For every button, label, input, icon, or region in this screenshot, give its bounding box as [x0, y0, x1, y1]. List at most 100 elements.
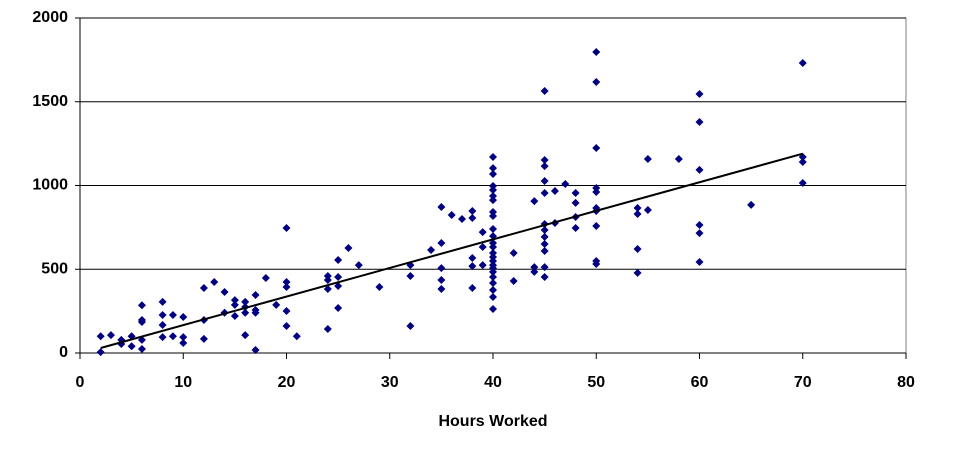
- data-point: [437, 264, 446, 273]
- data-point: [344, 243, 353, 252]
- data-point: [530, 263, 539, 272]
- data-point: [540, 272, 549, 281]
- data-point: [695, 90, 704, 99]
- data-point: [468, 284, 477, 293]
- data-point: [323, 275, 332, 284]
- data-point: [489, 192, 497, 201]
- x-tick-label: 80: [897, 374, 915, 391]
- data-point: [530, 267, 539, 276]
- data-point: [489, 267, 497, 276]
- data-point: [633, 244, 642, 253]
- data-point: [241, 297, 250, 306]
- data-point: [127, 342, 136, 351]
- data-point: [695, 221, 704, 230]
- data-point: [230, 296, 239, 305]
- data-point: [468, 213, 477, 222]
- data-point: [282, 283, 291, 292]
- data-point: [592, 143, 601, 152]
- data-point: [137, 301, 146, 310]
- data-point: [509, 276, 518, 285]
- data-point: [334, 256, 343, 265]
- data-point: [292, 332, 301, 341]
- data-point: [592, 188, 601, 197]
- x-tick-label: 20: [278, 374, 296, 391]
- data-point: [489, 207, 497, 216]
- data-point: [323, 271, 332, 280]
- data-point: [251, 308, 260, 317]
- x-tick-label: 60: [691, 374, 709, 391]
- data-point: [489, 153, 497, 162]
- data-point: [468, 254, 477, 263]
- data-point: [633, 268, 642, 277]
- x-tick-label: 10: [174, 374, 192, 391]
- data-point: [137, 344, 146, 353]
- data-point: [540, 176, 549, 185]
- data-point: [798, 59, 807, 68]
- data-point: [489, 257, 497, 266]
- data-point: [489, 286, 497, 295]
- data-point: [282, 277, 291, 286]
- data-point: [282, 224, 291, 233]
- data-point: [489, 169, 497, 178]
- data-point: [241, 331, 250, 340]
- data-point: [571, 198, 580, 207]
- data-point: [540, 263, 549, 272]
- data-point: [674, 155, 683, 164]
- data-point: [468, 206, 477, 215]
- data-point: [571, 224, 580, 233]
- data-point: [241, 308, 250, 317]
- data-point: [375, 283, 384, 292]
- data-point: [199, 334, 208, 343]
- data-point: [230, 311, 239, 320]
- data-point: [695, 118, 704, 127]
- data-point: [199, 284, 208, 293]
- y-tick-label: 0: [59, 344, 68, 361]
- data-point: [437, 202, 446, 211]
- data-point: [540, 232, 549, 241]
- data-point: [251, 291, 260, 300]
- data-point: [633, 209, 642, 218]
- data-point: [96, 332, 105, 341]
- data-point: [633, 203, 642, 212]
- data-point: [334, 303, 343, 312]
- data-point: [251, 345, 260, 354]
- data-point: [282, 322, 291, 331]
- data-point: [540, 246, 549, 255]
- data-point: [540, 226, 549, 235]
- data-point: [561, 179, 570, 188]
- data-point: [592, 260, 601, 269]
- data-point: [592, 222, 601, 231]
- data-point: [489, 211, 497, 220]
- data-point: [478, 242, 487, 251]
- data-point: [458, 215, 467, 223]
- y-tick-label: 500: [41, 260, 68, 277]
- data-point: [550, 187, 559, 196]
- x-axis-label: Hours Worked: [438, 413, 547, 430]
- data-point: [158, 321, 167, 330]
- data-point: [158, 310, 167, 319]
- x-tick-label: 70: [794, 374, 812, 391]
- data-point: [220, 288, 229, 297]
- data-point: [272, 300, 281, 309]
- data-point: [798, 158, 807, 167]
- x-tick-label: 40: [484, 374, 502, 391]
- data-point: [489, 164, 497, 173]
- data-point: [489, 242, 497, 251]
- x-tick-label: 30: [381, 374, 399, 391]
- x-tick-label: 50: [587, 374, 605, 391]
- data-point: [468, 262, 477, 271]
- data-point: [334, 272, 343, 281]
- data-point: [210, 277, 219, 286]
- data-point: [478, 228, 487, 237]
- data-point: [540, 189, 549, 198]
- data-point: [447, 210, 456, 219]
- data-point: [695, 229, 704, 238]
- data-point: [230, 300, 239, 309]
- data-point: [489, 278, 497, 287]
- data-point: [643, 205, 652, 214]
- data-point: [323, 325, 332, 334]
- data-point: [478, 261, 487, 270]
- data-point: [168, 310, 177, 319]
